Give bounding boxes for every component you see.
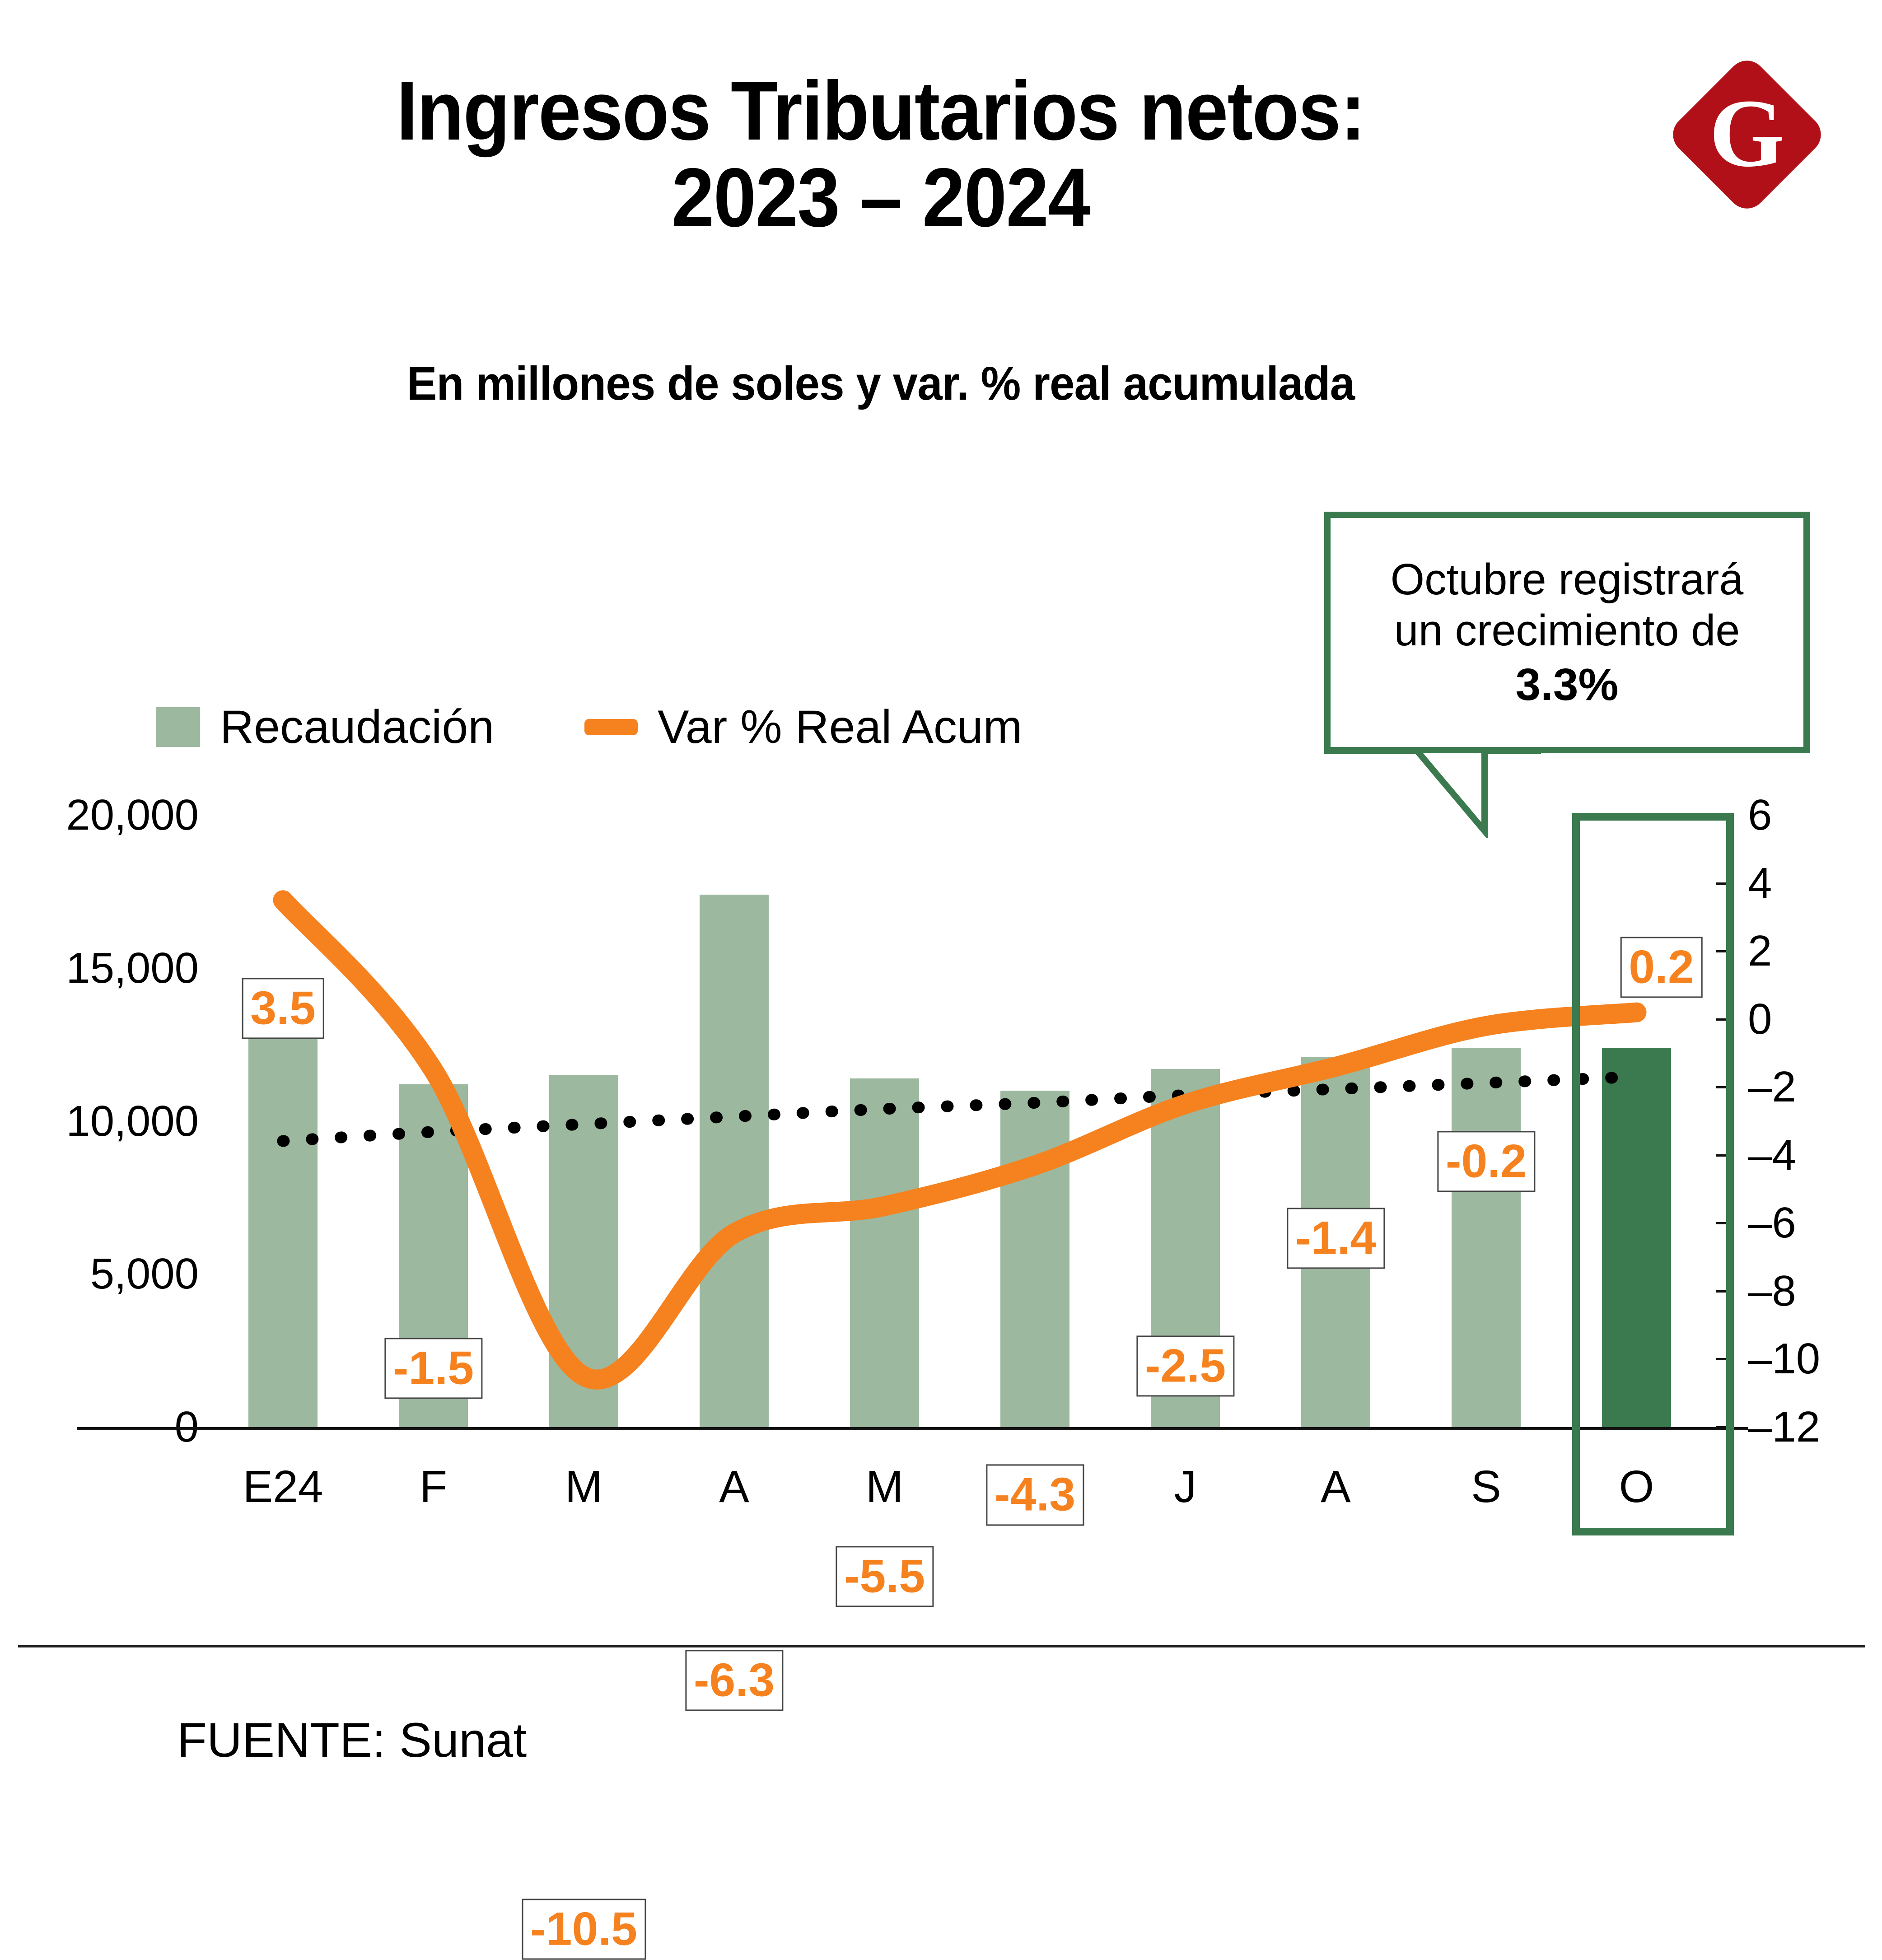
legend-label-recaudacion: Recaudación xyxy=(220,700,495,753)
y-axis-right-tick: –8 xyxy=(1748,1266,1796,1315)
y-axis-right-tick-mark xyxy=(1716,1086,1733,1089)
footer-divider xyxy=(18,1645,1865,1647)
y-axis-left-tick: 15,000 xyxy=(66,943,199,992)
title-line-1: Ingresos Tributarios netos: xyxy=(396,65,1366,158)
y-axis-right-tick: –4 xyxy=(1748,1130,1796,1179)
bar-s[interactable] xyxy=(1451,1047,1521,1427)
y-axis-right-tick-mark xyxy=(1716,1426,1733,1428)
y-axis-right-tick: –12 xyxy=(1748,1403,1821,1451)
data-label-m: -5.5 xyxy=(835,1546,934,1607)
bar-j[interactable] xyxy=(1000,1090,1070,1427)
gestion-logo: G xyxy=(1665,52,1829,217)
data-label-e24: 3.5 xyxy=(242,978,324,1039)
data-label-a: -6.3 xyxy=(685,1650,784,1711)
data-label-o: 0.2 xyxy=(1620,937,1703,998)
x-axis-label-e24: E24 xyxy=(243,1461,323,1512)
header: Ingresos Tributarios netos: 2023 – 2024 … xyxy=(0,0,1882,452)
line-swatch-icon xyxy=(584,719,638,735)
legend-item-recaudacion[interactable]: Recaudación xyxy=(156,700,494,754)
source-note: FUENTE: Sunat xyxy=(177,1713,527,1767)
y-axis-left-tick: 0 xyxy=(175,1402,199,1452)
bar-a[interactable] xyxy=(699,895,769,1427)
y-axis-right-tick-mark xyxy=(1716,1018,1733,1021)
y-axis-left-tick: 10,000 xyxy=(66,1097,199,1145)
y-axis-right-tick: –6 xyxy=(1748,1199,1796,1247)
page-subtitle: En millones de soles y var. % real acumu… xyxy=(406,357,1355,410)
y-axis-right-tick-mark xyxy=(1716,1154,1733,1157)
data-label-j: -2.5 xyxy=(1136,1335,1235,1397)
bar-m[interactable] xyxy=(850,1078,920,1427)
callout-value: 3.3% xyxy=(1515,659,1619,710)
october-highlight-frame xyxy=(1572,813,1734,1535)
x-axis-label-m: M xyxy=(865,1461,904,1512)
data-label-m: -10.5 xyxy=(521,1899,646,1960)
chart-area: 0 5,000 10,000 15,000 20,000 6 4 2 0 –2 –4 –6 –8 –10… xyxy=(0,768,1882,1581)
y-axis-left-tick: 5,000 xyxy=(90,1250,199,1298)
chart-legend: Recaudación Var % Real Acum xyxy=(156,693,1240,761)
y-axis-right-tick: 4 xyxy=(1748,859,1772,907)
callout-line-2: un crecimiento de xyxy=(1394,605,1740,655)
y-axis-right-tick-mark xyxy=(1716,882,1733,885)
x-axis-label-f: F xyxy=(419,1461,448,1512)
data-label-j: -4.3 xyxy=(985,1464,1084,1526)
x-axis-label-m: M xyxy=(565,1461,603,1512)
legend-item-var-real-acum[interactable]: Var % Real Acum xyxy=(584,700,1022,754)
y-axis-right-tick: 6 xyxy=(1748,791,1772,839)
page-title: Ingresos Tributarios netos: 2023 – 2024 xyxy=(135,68,1626,242)
y-axis-right-tick: 0 xyxy=(1748,994,1772,1043)
logo-letter: G xyxy=(1709,79,1785,187)
x-axis-label-a: A xyxy=(1321,1461,1351,1512)
legend-label-var-real-acum: Var % Real Acum xyxy=(658,700,1023,753)
y-axis-right: 6 4 2 0 –2 –4 –6 –8 –10 –12 xyxy=(1748,768,1882,1581)
data-label-s: -0.2 xyxy=(1437,1131,1536,1192)
y-axis-left-tick: 20,000 xyxy=(66,791,199,839)
y-axis-right-tick-mark xyxy=(1716,950,1733,953)
y-axis-right-tick-mark xyxy=(1716,1290,1733,1293)
callout-line-1: Octubre registrará xyxy=(1390,554,1744,604)
bar-e24[interactable] xyxy=(248,992,318,1427)
y-axis-right-tick: –2 xyxy=(1748,1063,1796,1111)
title-line-2: 2023 – 2024 xyxy=(671,151,1091,245)
callout-text: Octubre registrará un crecimiento de 3.3… xyxy=(1331,518,1803,747)
y-axis-right-tick-mark xyxy=(1716,1358,1733,1361)
data-label-a: -1.4 xyxy=(1286,1208,1385,1269)
x-axis-label-j: J xyxy=(1174,1461,1197,1512)
x-axis-line xyxy=(77,1427,1748,1430)
bar-m[interactable] xyxy=(549,1075,619,1427)
data-label-f: -1.5 xyxy=(384,1337,483,1399)
bar-swatch-icon xyxy=(156,707,200,747)
y-axis-right-tick-mark xyxy=(1716,1222,1733,1225)
y-axis-right-tick: 2 xyxy=(1748,927,1772,975)
callout-box: Octubre registrará un crecimiento de 3.3… xyxy=(1324,512,1810,753)
x-axis-label-o: O xyxy=(1619,1461,1654,1512)
callout-tail-icon xyxy=(1324,747,1541,838)
x-axis-label-a: A xyxy=(719,1461,749,1512)
y-axis-left: 0 5,000 10,000 15,000 20,000 xyxy=(27,768,199,1581)
y-axis-right-tick: –10 xyxy=(1748,1335,1821,1383)
x-axis-label-s: S xyxy=(1471,1461,1501,1512)
